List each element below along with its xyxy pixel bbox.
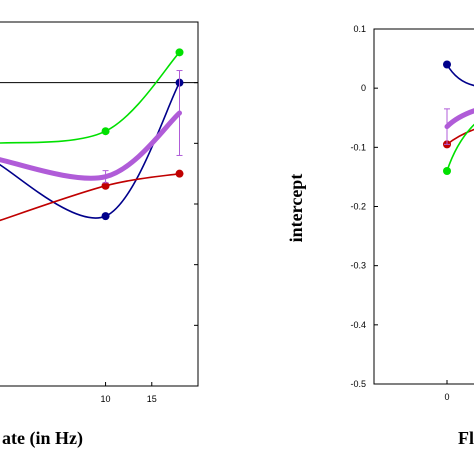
- data-point: [101, 181, 110, 190]
- data-point: [101, 212, 110, 221]
- data-point: [443, 60, 451, 69]
- series-line-3: [0, 110, 183, 181]
- data-point: [443, 167, 451, 175]
- y-tick-label: 0: [361, 83, 366, 93]
- series-line-0: [0, 51, 181, 144]
- y-axis-title: intercept: [286, 174, 306, 243]
- y-tick-label: 0.1: [353, 24, 366, 34]
- series-line-2: [446, 123, 474, 172]
- y-tick-label: -0.4: [350, 320, 366, 330]
- left-panel: 10 15 ate (in Hz): [0, 21, 199, 449]
- series-line-2: [0, 172, 181, 222]
- data-point: [175, 169, 184, 178]
- series-line-1: [446, 128, 474, 146]
- series-line-3: [444, 108, 474, 130]
- x-axis-title: Fl: [458, 428, 474, 448]
- y-tick-label: -0.2: [350, 202, 366, 212]
- series-line-0: [446, 63, 474, 87]
- series-line-1: [0, 81, 181, 219]
- x-axis-title: ate (in Hz): [2, 428, 83, 449]
- data-point: [101, 127, 110, 136]
- x-tick-label: 15: [147, 394, 157, 404]
- plot-frame: [373, 28, 474, 385]
- right-panel: 0.1 0 -0.1 -0.2 -0.3 -0.4 -0.5 0 Fl intercept: [286, 24, 474, 448]
- y-tick-label: -0.3: [350, 261, 366, 271]
- x-tick-label: 10: [101, 394, 111, 404]
- x-tick-label: 0: [444, 392, 449, 402]
- plot-frame: [0, 21, 199, 387]
- data-point: [175, 48, 184, 57]
- y-tick-label: -0.1: [350, 142, 366, 152]
- y-tick-label: -0.5: [350, 379, 366, 389]
